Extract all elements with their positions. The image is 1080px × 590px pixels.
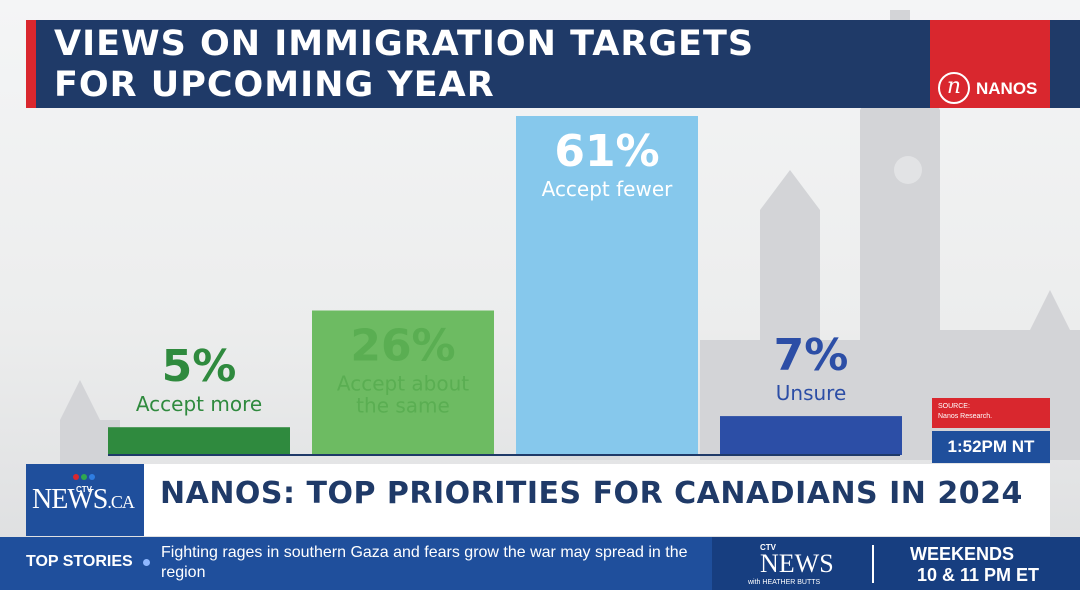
promo-host: with HEATHER BUTTS <box>748 579 821 586</box>
lower-third: CTV NEWS.CA NANOS: TOP PRIORITIES FOR CA… <box>26 464 1050 536</box>
category-label-1-line-1: Accept more <box>136 392 262 416</box>
ctv-news-suffix: .CA <box>107 492 134 512</box>
nanos-brand: n NANOS <box>930 20 1050 108</box>
promo-days: WEEKENDS <box>910 544 1015 564</box>
timestamp: 1:52PM NT <box>932 431 1050 463</box>
ctv-news-wordmark: NEWS.CA <box>32 484 135 516</box>
title-banner-tail <box>1050 20 1080 108</box>
promo-ctv-label: CTV <box>760 543 776 552</box>
source-text: Nanos Research. <box>938 413 993 420</box>
ticker-bullet-icon <box>143 559 150 566</box>
chart-title-line-1: VIEWS ON IMMIGRATION TARGETS <box>54 24 755 64</box>
show-promo: CTV NEWS with HEATHER BUTTS WEEKENDS 10 … <box>712 537 1080 590</box>
promo-time: 10 & 11 PM ET <box>917 565 1040 585</box>
value-label-1: 5% <box>162 341 237 392</box>
ctv-news-logo: CTV NEWS.CA <box>26 464 144 536</box>
promo-news-wordmark: NEWS <box>760 549 834 578</box>
value-label-4: 7% <box>774 330 849 381</box>
ticker-label: TOP STORIES <box>26 553 133 570</box>
bar-1 <box>108 427 290 455</box>
ctv-mini-label: CTV <box>76 485 92 494</box>
source-note: SOURCE: Nanos Research. <box>932 398 1050 428</box>
bar-2 <box>312 310 494 455</box>
nanos-logo-icon: n <box>938 72 970 104</box>
chart-title-line-2: FOR UPCOMING YEAR <box>54 65 495 105</box>
brand-name: NANOS <box>976 79 1038 98</box>
source-label: SOURCE: <box>938 403 970 410</box>
category-label-2-line-2: the same <box>356 394 450 418</box>
value-label-3: 61% <box>554 126 659 177</box>
bar-3 <box>516 116 698 455</box>
news-ticker: TOP STORIES Fighting rages in southern G… <box>0 537 1080 590</box>
ctv-news-main: NEWS <box>32 484 108 515</box>
value-label-2: 26% <box>350 321 455 372</box>
title-banner: VIEWS ON IMMIGRATION TARGETS FOR UPCOMIN… <box>26 20 930 108</box>
ctv-mini-logo: CTV <box>66 472 102 494</box>
category-label-4-line-1: Unsure <box>776 381 847 405</box>
bar-4 <box>720 416 902 455</box>
ticker-text: Fighting rages in southern Gaza and fear… <box>161 544 688 581</box>
headline: NANOS: TOP PRIORITIES FOR CANADIANS IN 2… <box>160 476 1023 511</box>
category-label-2-line-1: Accept about <box>337 372 469 396</box>
promo-divider <box>872 545 874 583</box>
category-label-3-line-1: Accept fewer <box>542 177 674 201</box>
